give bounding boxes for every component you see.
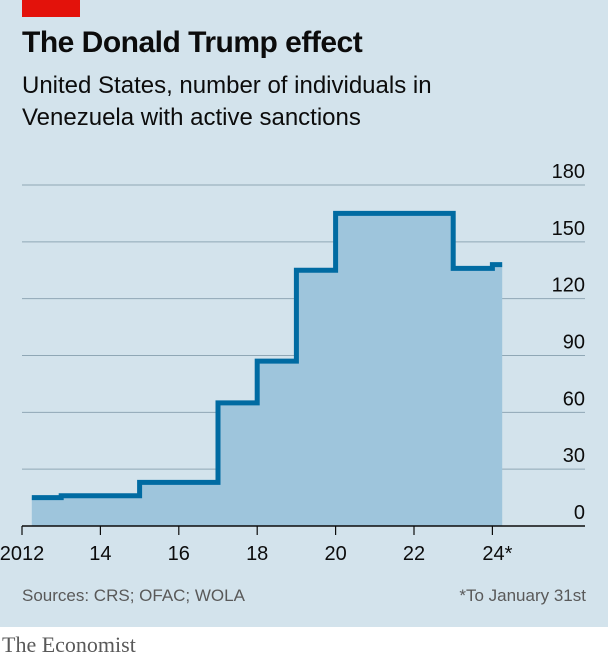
series-line xyxy=(31,210,503,501)
y-tick-label-30: 30 xyxy=(563,445,585,467)
y-tick-label-90: 90 xyxy=(563,332,585,354)
y-tick-label-180: 180 xyxy=(552,161,585,183)
x-tick-label-22: 22 xyxy=(403,543,425,565)
brand-logo: The Economist xyxy=(2,632,136,657)
x-tick-label-2012: 2012 xyxy=(0,543,44,565)
x-tick-label-14: 14 xyxy=(89,543,111,565)
chart-title: The Donald Trump effect xyxy=(22,26,363,59)
x-tick-label-20: 20 xyxy=(324,543,346,565)
chart-source: Sources: CRS; OFAC; WOLA xyxy=(22,586,245,605)
x-tick-label-18: 18 xyxy=(246,543,268,565)
y-tick-label-150: 150 xyxy=(552,218,585,240)
y-tick-label-0: 0 xyxy=(574,502,585,524)
chart-svg: 0 30 60 90 120 150 180 2012 14 16 18 20 22 24* xyxy=(0,161,585,565)
chart-footnote: *To January 31st xyxy=(459,586,586,605)
brand-red-bar xyxy=(22,0,80,17)
y-tick-label-60: 60 xyxy=(563,388,585,410)
y-tick-label-120: 120 xyxy=(552,275,585,297)
x-tick-label-16: 16 xyxy=(168,543,190,565)
x-tick-label-24*: 24* xyxy=(482,543,512,565)
series-area xyxy=(31,213,503,526)
chart-subtitle: United States, number of individuals in … xyxy=(22,72,432,131)
